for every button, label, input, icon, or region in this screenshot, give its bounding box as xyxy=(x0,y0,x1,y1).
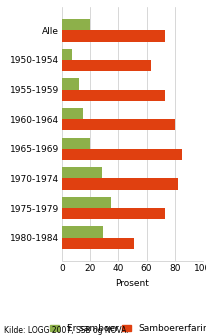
X-axis label: Prosent: Prosent xyxy=(115,279,149,288)
Bar xyxy=(62,49,72,60)
Bar xyxy=(62,226,102,238)
Bar xyxy=(62,238,133,249)
Bar xyxy=(62,149,181,160)
Bar xyxy=(62,19,90,30)
Legend: Er samboer, Samboererfaring: Er samboer, Samboererfaring xyxy=(50,324,206,333)
Bar xyxy=(62,60,150,71)
Bar xyxy=(62,78,79,89)
Bar xyxy=(62,167,101,179)
Bar xyxy=(62,108,83,119)
Bar xyxy=(62,197,111,208)
Bar xyxy=(62,119,174,130)
Bar xyxy=(62,179,177,190)
Bar xyxy=(62,30,164,42)
Bar xyxy=(62,208,164,219)
Bar xyxy=(62,138,90,149)
Text: Kilde: LOGG 2007, SSB og NOVA.: Kilde: LOGG 2007, SSB og NOVA. xyxy=(4,326,128,335)
Bar xyxy=(62,89,164,101)
